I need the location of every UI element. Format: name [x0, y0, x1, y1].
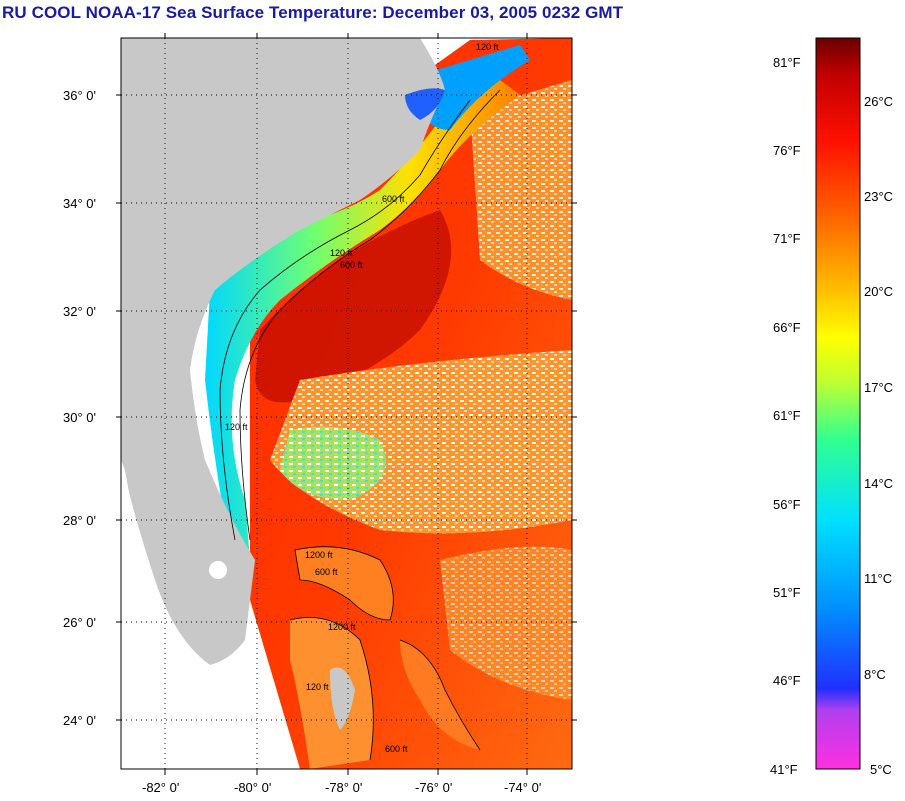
colorbar-f-label: 56°F — [773, 497, 801, 512]
contour-label: 600 ft — [340, 260, 363, 270]
colorbar-c-label: 20°C — [864, 284, 894, 299]
page-title: RU COOL NOAA-17 Sea Surface Temperature:… — [2, 3, 624, 22]
colorbar-c-label: 14°C — [864, 476, 894, 491]
map-grid — [121, 38, 572, 769]
bahamas-bank-north — [295, 546, 394, 620]
contour-line — [239, 89, 501, 541]
contour-line — [219, 99, 471, 541]
colorbar-f-label: 51°F — [773, 585, 801, 600]
contour-label: 1200 ft — [305, 550, 333, 560]
lat-label: 24° 0' — [63, 713, 96, 728]
lat-label: 32° 0' — [63, 304, 96, 319]
colorbar-c-label: 8°C — [864, 667, 886, 682]
contour-label: 120 ft — [225, 422, 248, 432]
cloud-northeast — [470, 80, 572, 300]
contour-line — [399, 639, 481, 751]
contour-label: 600 ft — [382, 194, 405, 204]
contour-label: 120 ft — [476, 42, 499, 52]
pamlico-sound — [405, 88, 445, 120]
florida-lowlands — [121, 460, 300, 769]
colorbar-f-label: 46°F — [773, 673, 801, 688]
lon-label: -76° 0' — [415, 780, 452, 795]
contour-label: 120 ft — [330, 248, 353, 258]
contour-line — [294, 546, 394, 621]
colorbar-f-label: 61°F — [773, 408, 801, 423]
colorbar-f-label: 71°F — [773, 231, 801, 246]
lat-label: 30° 0' — [63, 410, 96, 425]
colorbar-f-label: 76°F — [773, 143, 801, 158]
lat-label: 26° 0' — [63, 615, 96, 630]
colorbar-c-label: 17°C — [864, 380, 894, 395]
colorbar-f-label: 81°F — [773, 55, 801, 70]
contour-label: 600 ft — [385, 744, 408, 754]
land-southeast-us — [121, 38, 445, 665]
contour-label: 600 ft — [315, 567, 338, 577]
lon-label: -82° 0' — [142, 780, 179, 795]
colorbar-f-label: 41°F — [770, 762, 798, 777]
map-border — [120, 37, 573, 770]
lon-label: -74° 0' — [504, 780, 541, 795]
lon-label: -78° 0' — [325, 780, 362, 795]
contour-label: 120 ft — [306, 682, 329, 692]
colorbar-f-label: 66°F — [773, 320, 801, 335]
colorbar-c-label: 11°C — [864, 571, 893, 586]
colorbar — [815, 37, 861, 770]
cloud-southeast — [440, 546, 572, 700]
colorbar-c-label: 23°C — [864, 189, 894, 204]
lat-label: 28° 0' — [63, 513, 96, 528]
warm-core — [255, 210, 452, 403]
pamlico-cold — [420, 45, 530, 130]
contour-label: 1200 ft — [328, 622, 356, 632]
lat-label: 36° 0' — [63, 88, 96, 103]
contour-line — [289, 617, 374, 761]
lat-label: 34° 0' — [63, 196, 96, 211]
lake-okeechobee — [209, 561, 227, 579]
cool-cloud-patch — [280, 426, 386, 500]
axis-ticks — [116, 33, 577, 775]
shelf-water — [205, 80, 520, 560]
bahamas-andros — [330, 667, 355, 730]
bahamas-islands — [400, 640, 480, 750]
colorbar-c-label: 5°C — [870, 762, 892, 777]
lon-label: -80° 0' — [234, 780, 271, 795]
colorbar-c-label: 26°C — [864, 94, 894, 109]
contour-labels: 120 ft 600 ft 120 ft 600 ft 120 ft 1200 … — [225, 42, 499, 754]
